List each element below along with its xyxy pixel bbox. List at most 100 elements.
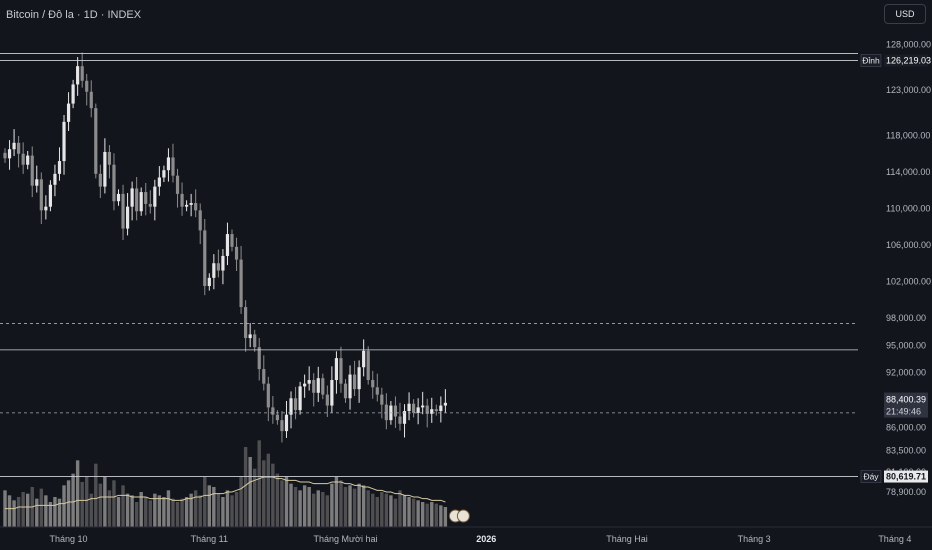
volume-bar — [212, 487, 216, 527]
candle-body — [21, 153, 25, 165]
candle-body — [357, 367, 361, 390]
candle-body — [116, 193, 121, 202]
candle-body — [348, 374, 352, 399]
x-tick-label: 2026 — [476, 534, 496, 544]
volume-bar — [284, 477, 289, 527]
volume-bar — [85, 477, 89, 527]
volume-bar — [375, 497, 379, 527]
volume-bar — [289, 483, 293, 527]
candle-body — [234, 246, 239, 260]
candle-body — [316, 378, 320, 393]
last-price-box — [884, 392, 928, 418]
volume-bar — [225, 490, 230, 527]
volume-bar — [439, 505, 443, 527]
candle-body — [439, 405, 443, 412]
volume-bar — [230, 495, 234, 527]
candle-body — [171, 157, 175, 176]
candle-body — [248, 334, 252, 339]
candle-body — [71, 84, 75, 104]
volume-bar — [48, 502, 53, 527]
candle-body — [303, 383, 307, 387]
y-tick-label: 123,000.00 — [886, 85, 931, 95]
countdown-timer: 21:49:46 — [886, 407, 921, 417]
volume-bar — [134, 502, 139, 527]
candle-body — [334, 358, 339, 381]
x-tick-label: Tháng 10 — [50, 534, 88, 544]
candle-body — [307, 380, 311, 384]
candle-body — [94, 108, 98, 174]
candle-body — [153, 186, 157, 207]
candle-body — [416, 407, 420, 413]
volume-bar — [107, 490, 112, 527]
volume-bar — [312, 493, 316, 527]
high-label: Đỉnh — [862, 56, 880, 66]
candle-body — [12, 142, 16, 150]
candle-body — [121, 193, 125, 229]
candle-body — [89, 91, 93, 109]
candle-body — [17, 142, 21, 154]
candle-body — [39, 179, 43, 211]
candle-body — [30, 155, 34, 186]
candle-body — [434, 409, 438, 412]
volume-bar — [330, 483, 334, 527]
volume-bar — [189, 493, 193, 527]
volume-bar — [71, 473, 75, 527]
volume-bar — [307, 487, 311, 527]
volume-bar — [57, 498, 62, 527]
candle-body — [175, 175, 180, 194]
volume-bar — [425, 503, 429, 527]
volume-bar — [398, 490, 402, 527]
y-tick-label: 83,500.00 — [886, 445, 926, 455]
candle-body — [262, 369, 266, 384]
volume-bar — [420, 502, 425, 527]
volume-bar — [380, 492, 384, 527]
candle-body — [148, 203, 152, 207]
volume-bar — [366, 490, 370, 527]
volume-bar — [234, 492, 239, 527]
candle-body — [443, 402, 447, 406]
volume-bar — [221, 497, 225, 527]
volume-bar — [121, 485, 125, 527]
currency-selector-button[interactable]: USD — [884, 4, 926, 24]
volume-bar — [325, 495, 330, 527]
candle-body — [275, 414, 279, 421]
candle-body — [180, 193, 184, 207]
volume-bar — [62, 485, 66, 527]
candle-body — [362, 350, 366, 368]
volume-bar — [275, 473, 280, 527]
volume-bar — [248, 457, 252, 527]
candle-body — [207, 277, 211, 287]
low-price-box — [884, 470, 928, 483]
candle-body — [293, 398, 298, 411]
candle-body — [157, 177, 161, 187]
high-price: 126,219.03 — [886, 56, 931, 66]
volume-bar — [44, 495, 48, 527]
candle-body — [35, 179, 39, 186]
candle-body — [130, 188, 134, 207]
y-tick-label: 78,900.00 — [886, 487, 926, 497]
volume-bar — [348, 485, 352, 527]
volume-bar — [130, 495, 134, 527]
candle-body — [44, 206, 48, 211]
volume-bar — [125, 493, 130, 527]
candle-body — [53, 173, 57, 185]
volume-bar — [89, 493, 93, 527]
candle-body — [412, 403, 416, 413]
event-icon — [456, 509, 470, 523]
volume-ma-line — [5, 476, 446, 510]
candle-body — [144, 192, 148, 204]
volume-bar — [266, 453, 271, 527]
volume-bar — [243, 447, 248, 527]
candle-body — [162, 170, 166, 178]
volume-bar — [94, 463, 98, 527]
low-label: Đáy — [863, 472, 879, 482]
y-tick-label: 98,000.00 — [886, 313, 926, 323]
volume-bar — [153, 493, 157, 527]
candle-body — [221, 255, 225, 271]
candle-body — [166, 157, 171, 171]
x-tick-label: Tháng 3 — [738, 534, 771, 544]
volume-bar — [166, 490, 171, 527]
volume-bar — [207, 485, 211, 527]
candle-body — [125, 206, 130, 229]
